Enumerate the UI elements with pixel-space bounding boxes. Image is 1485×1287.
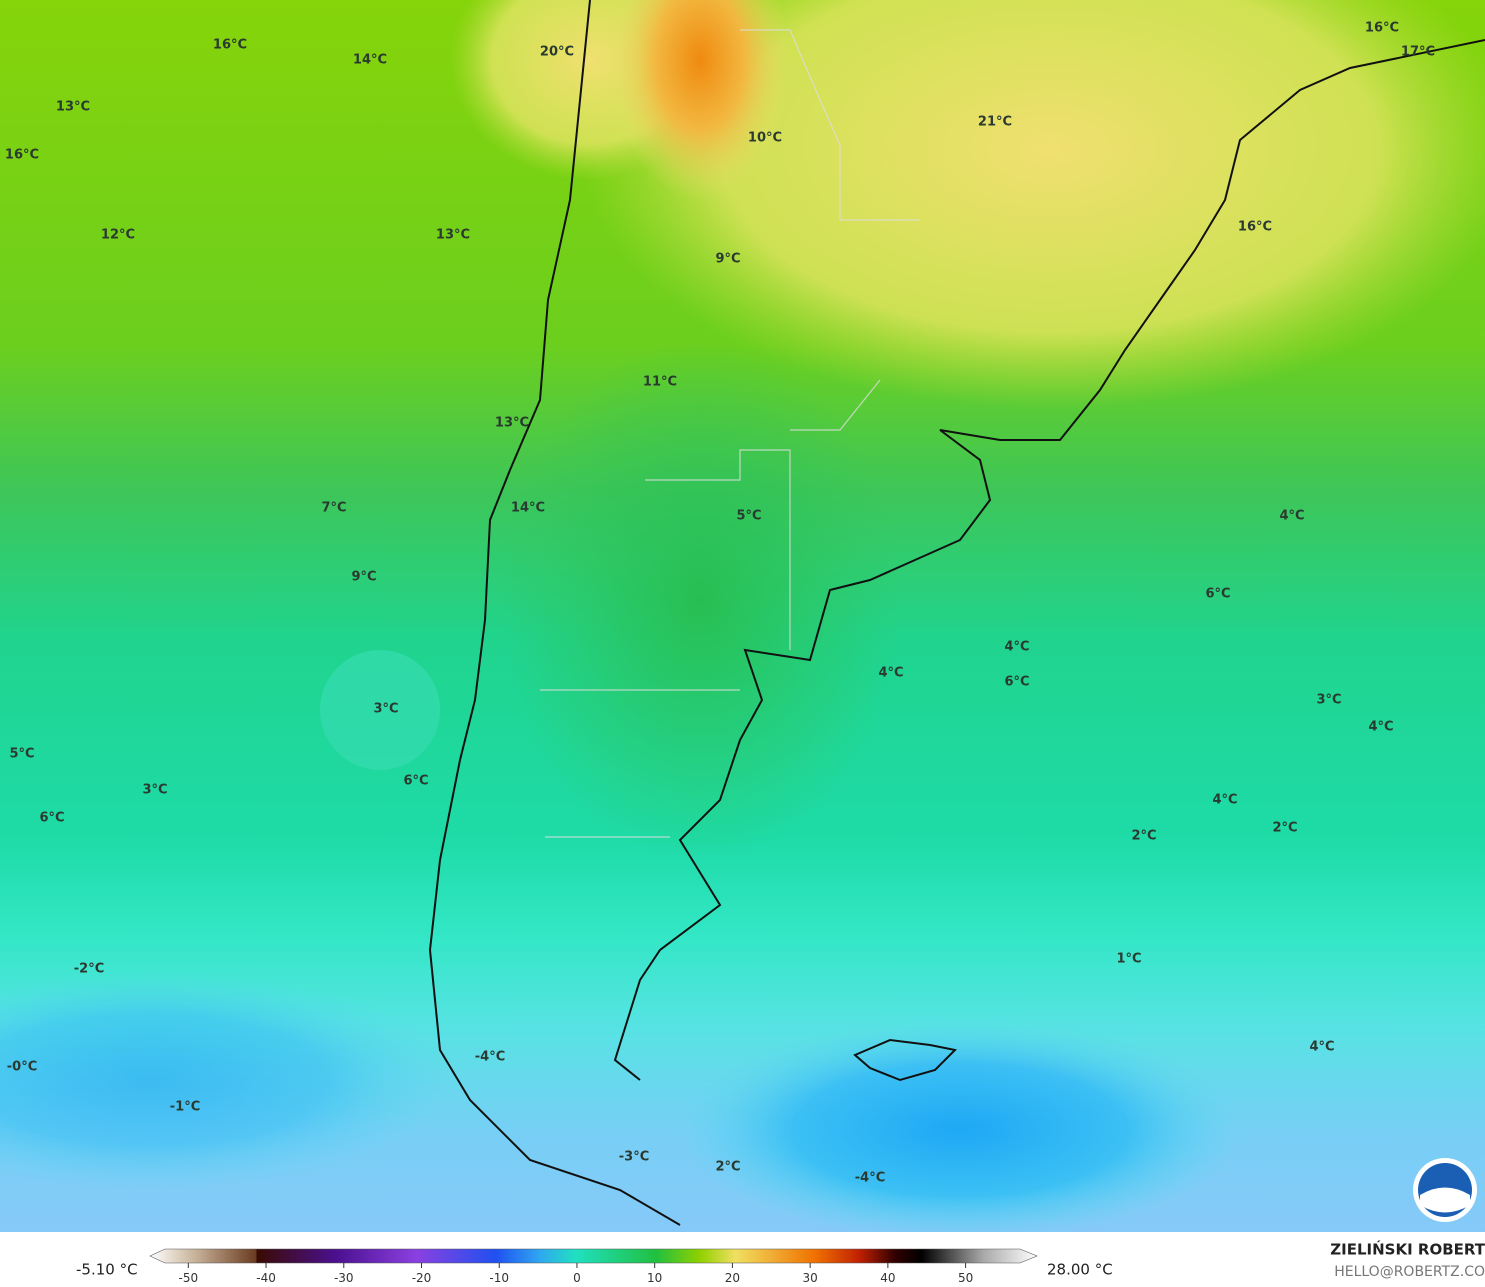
temperature-label: 16°C [213, 38, 247, 53]
temperature-label: 21°C [978, 115, 1012, 130]
borders [540, 29, 920, 838]
colorbar-tick-label: 10 [647, 1271, 662, 1285]
temperature-label: 7°C [321, 501, 346, 516]
colorbar-tick-label: -10 [489, 1271, 509, 1285]
temperature-label: 14°C [353, 53, 387, 68]
colorbar-tick-label: 50 [958, 1271, 973, 1285]
temperature-label: 3°C [1316, 693, 1341, 708]
temperature-label: 6°C [39, 811, 64, 826]
temperature-label: 16°C [1365, 21, 1399, 36]
temperature-label: -0°C [7, 1060, 37, 1075]
noaa-logo-wave [1420, 1187, 1470, 1213]
temperature-label: 2°C [1272, 821, 1297, 836]
colorbar-tick-label: -30 [334, 1271, 354, 1285]
colorbar-tick-label: -50 [179, 1271, 199, 1285]
cold-region [320, 650, 440, 770]
temperature-label: 14°C [511, 501, 545, 516]
warm-region [580, 0, 1485, 410]
temperature-label: 4°C [1309, 1040, 1334, 1055]
colorbar-tick-label: 40 [880, 1271, 895, 1285]
temperature-label: 12°C [101, 228, 135, 243]
east-coast [613, 39, 1485, 1081]
credit-email: HELLO@ROBERTZ.CO [1334, 1264, 1485, 1280]
temperature-label: -4°C [855, 1171, 885, 1186]
colorbar-tick-label: 20 [725, 1271, 740, 1285]
temperature-label: 13°C [436, 228, 470, 243]
temperature-label: 6°C [1004, 675, 1029, 690]
temperature-labels: 16°C14°C20°C16°C17°C13°C16°C10°C21°C12°C… [5, 21, 1435, 1186]
border [740, 29, 920, 221]
temperature-label: -2°C [74, 962, 104, 977]
temperature-label: 4°C [1368, 720, 1393, 735]
west-coast [428, 0, 681, 1226]
colorbar-max: 28.00 °C [1047, 1261, 1113, 1279]
colorbar [149, 1248, 1038, 1264]
islands [853, 1038, 958, 1082]
temperature-label: -3°C [619, 1150, 649, 1165]
colorbar-tick-label: -20 [412, 1271, 432, 1285]
temperature-label: 6°C [1205, 587, 1230, 602]
cold-region [680, 1020, 1240, 1240]
temperature-label: 3°C [142, 783, 167, 798]
temperature-label: 9°C [351, 570, 376, 585]
temperature-label: 1°C [1116, 952, 1141, 967]
temperature-label: 5°C [9, 747, 34, 762]
temperature-label: 17°C [1401, 45, 1435, 60]
colorbar-min: -5.10 °C [76, 1261, 138, 1279]
temperature-label: 13°C [495, 416, 529, 431]
colorbar-tick-label: -40 [256, 1271, 276, 1285]
temperature-label: 2°C [715, 1160, 740, 1175]
temperature-label: 13°C [56, 100, 90, 115]
hot-region [610, 0, 790, 200]
temperature-label: 2°C [1131, 829, 1156, 844]
temperature-label: 4°C [1004, 640, 1029, 655]
temperature-label: 6°C [403, 774, 428, 789]
colorbar-tick-label: 0 [573, 1271, 581, 1285]
temperature-label: 16°C [5, 148, 39, 163]
cold-region [0, 970, 450, 1190]
temperature-label: 4°C [1279, 509, 1304, 524]
temperature-label: 5°C [736, 509, 761, 524]
temperature-label: 11°C [643, 375, 677, 390]
temperature-label: 3°C [373, 702, 398, 717]
temperature-label: 4°C [878, 666, 903, 681]
temperature-label: 20°C [540, 45, 574, 60]
border [645, 449, 791, 650]
temperature-label: -1°C [170, 1100, 200, 1115]
temperature-label: 16°C [1238, 220, 1272, 235]
temperature-label: 4°C [1212, 793, 1237, 808]
colorbar-tick-label: 30 [802, 1271, 817, 1285]
coastline [428, 0, 1485, 1226]
border [790, 379, 881, 431]
temperature-label: -4°C [475, 1050, 505, 1065]
cool-region [500, 340, 900, 860]
temperature-label: 10°C [748, 131, 782, 146]
temperature-label: 9°C [715, 252, 740, 267]
credit-name: ZIELIŃSKI ROBERT [1330, 1240, 1485, 1259]
